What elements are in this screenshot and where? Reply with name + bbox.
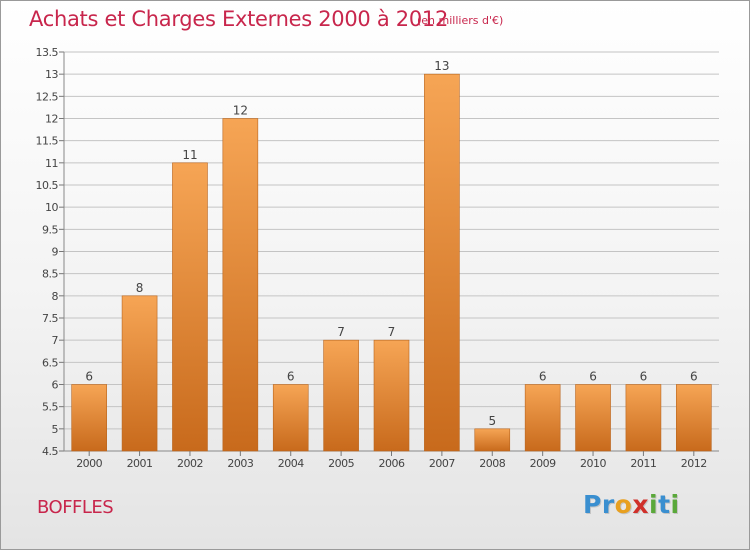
x-tick-label: 2002 [177,457,203,470]
y-tick-label: 5.5 [42,401,58,414]
logo-letter: o [614,490,633,519]
bar [172,162,208,452]
y-tick-label: 13 [45,68,58,81]
bar [323,339,359,452]
bar [474,428,511,452]
logo-letter: r [601,490,615,519]
data-label: 6 [690,370,698,384]
y-tick-label: 8.5 [42,268,58,281]
y-tick-label: 5 [52,423,59,436]
data-label: 11 [182,148,197,162]
x-tick-label: 2003 [227,457,253,470]
data-label: 6 [640,370,648,384]
logo-letter: x [632,490,649,519]
x-axis: 2000 2001 2002 2003 2004 2005 2006 2007 2008 2009… [76,451,707,470]
y-tick-label: 7.5 [42,312,58,325]
y-tick-label: 11.5 [36,135,59,148]
x-tick-label: 2007 [429,457,455,470]
chart-unit: (en milliers d'€) [417,14,504,27]
y-tick-label: 4.5 [42,445,58,458]
bar [121,295,158,452]
data-label: 7 [337,325,345,339]
y-tick-label: 9 [52,246,59,259]
proxiti-logo[interactable]: Proxiti [583,490,680,519]
data-labels: 6 8 11 12 6 7 7 13 5 6 6 6 6 [85,59,697,428]
logo-letter: t [658,490,671,519]
y-tick-label: 12 [45,113,58,126]
bar [373,339,410,452]
bar [676,384,712,452]
x-tick-label: 2000 [76,457,102,470]
x-tick-label: 2001 [127,457,153,470]
commune-name: BOFFLES [37,497,114,518]
y-tick-label: 7 [52,334,59,347]
data-label: 6 [589,370,597,384]
logo-letter: i [649,490,659,519]
x-tick-label: 2010 [580,457,606,470]
data-label: 13 [434,59,449,73]
y-tick-label: 10.5 [36,179,59,192]
logo-letter: P [583,490,602,519]
data-label: 6 [539,370,547,384]
bar [424,73,460,452]
y-tick-label: 10 [45,201,58,214]
x-tick-label: 2008 [479,457,505,470]
data-label: 7 [388,325,396,339]
y-tick-label: 6.5 [42,356,58,369]
x-tick-label: 2005 [328,457,354,470]
x-tick-label: 2009 [530,457,556,470]
y-tick-label: 13.5 [36,46,59,59]
y-tick-label: 12.5 [36,90,59,103]
chart-title: Achats et Charges Externes 2000 à 2012 [29,7,449,31]
data-label: 6 [287,370,295,384]
bar [71,384,107,452]
bars [71,73,712,452]
x-tick-label: 2004 [278,457,304,470]
y-tick-label: 11 [45,157,58,170]
data-label: 12 [233,104,248,118]
data-label: 8 [136,281,144,295]
logo-letter: i [670,490,680,519]
data-label: 6 [85,370,93,384]
x-tick-label: 2011 [630,457,656,470]
x-tick-label: 2012 [681,457,707,470]
data-label: 5 [488,414,496,428]
bar [575,384,611,452]
bar [222,118,259,452]
y-tick-label: 9.5 [42,223,58,236]
y-tick-label: 6 [52,379,59,392]
y-tick-label: 8 [52,290,59,303]
x-tick-label: 2006 [379,457,405,470]
bar [272,384,309,452]
bar [524,384,561,452]
bar [625,384,662,452]
